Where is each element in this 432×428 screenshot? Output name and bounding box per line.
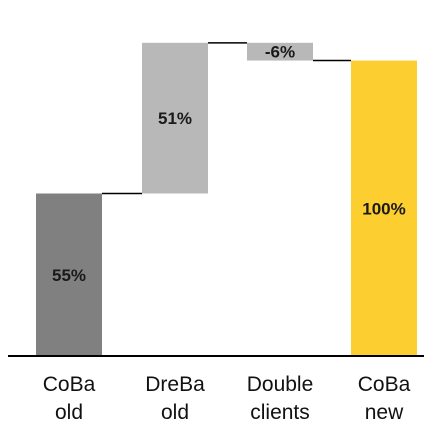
category-tick-label: clients: [250, 401, 310, 424]
category-tick-label: DreBa: [145, 373, 205, 396]
bar-value-label: -6%: [265, 43, 295, 62]
bars: [36, 43, 417, 356]
category-labels: CoBa old DreBa old Double clients CoBa new: [43, 373, 411, 424]
category-tick-label: new: [365, 401, 404, 424]
category-tick-label: CoBa: [358, 373, 411, 396]
bar-value-label: 51%: [158, 109, 192, 128]
connector-lines: [102, 43, 351, 194]
category-tick-label: old: [161, 401, 189, 424]
category-tick-label: old: [55, 401, 83, 424]
bar-value-label: 100%: [362, 199, 405, 218]
category-tick-label: CoBa: [43, 373, 96, 396]
bar-value-label: 55%: [52, 266, 86, 285]
category-tick-label: Double: [247, 373, 314, 396]
